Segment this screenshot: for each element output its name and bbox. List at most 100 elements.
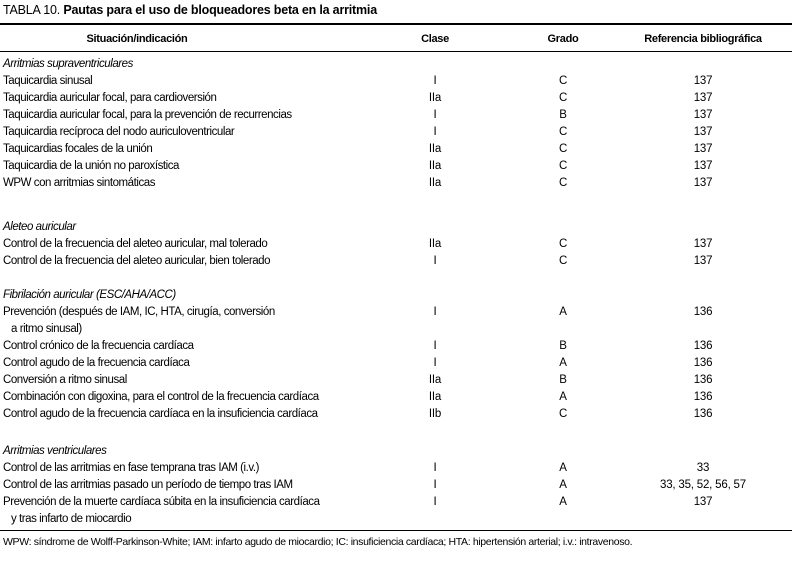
cell-situacion: Taquicardias focales de la unión bbox=[3, 143, 153, 155]
table-row: Control de las arritmias pasado un perío… bbox=[0, 477, 792, 494]
section-header: Arritmias supraventriculares bbox=[0, 56, 792, 73]
table-row: Conversión a ritmo sinusal IIa B 136 bbox=[0, 372, 792, 389]
cell-grado: B bbox=[559, 109, 567, 121]
cell-grado: C bbox=[558, 143, 568, 155]
cell-referencia: 33, 35, 52, 56, 57 bbox=[660, 479, 746, 491]
cell-clase: I bbox=[433, 479, 437, 491]
table-row: Prevención (después de IAM, IC, HTA, cir… bbox=[0, 304, 792, 321]
cell-clase: IIa bbox=[428, 177, 442, 189]
cell-referencia: 137 bbox=[693, 496, 713, 508]
section-header: Arritmias ventriculares bbox=[0, 443, 792, 460]
cell-situacion: Taquicardia recíproca del nodo auriculov… bbox=[3, 126, 235, 138]
cell-clase: IIa bbox=[428, 238, 442, 250]
cell-referencia: 136 bbox=[693, 340, 713, 352]
section-header: Aleteo auricular bbox=[0, 219, 792, 236]
page-title: TABLA 10. Pautas para el uso de bloquead… bbox=[3, 3, 377, 17]
cell-situacion-wrap: y tras infarto de miocardio bbox=[11, 513, 132, 525]
cell-clase: IIa bbox=[428, 391, 442, 403]
cell-grado: A bbox=[559, 357, 567, 369]
cell-referencia: 136 bbox=[693, 306, 713, 318]
cell-situacion: Control de la frecuencia del aleteo auri… bbox=[3, 238, 268, 250]
cell-situacion: Control agudo de la frecuencia cardíaca … bbox=[3, 408, 318, 420]
section-header-label: Arritmias ventriculares bbox=[3, 445, 107, 457]
cell-referencia: 137 bbox=[693, 92, 713, 104]
cell-situacion: Taquicardia auricular focal, para la pre… bbox=[3, 109, 292, 121]
cell-referencia: 137 bbox=[693, 143, 713, 155]
column-header-grado: Grado bbox=[547, 33, 579, 45]
cell-situacion: Control de las arritmias en fase tempran… bbox=[3, 462, 259, 474]
cell-clase: IIb bbox=[428, 408, 442, 420]
cell-situacion: Prevención (después de IAM, IC, HTA, cir… bbox=[3, 306, 275, 318]
cell-grado: C bbox=[558, 255, 568, 267]
table-row: Control de las arritmias en fase tempran… bbox=[0, 460, 792, 477]
cell-grado: B bbox=[559, 374, 567, 386]
table-row-continuation: y tras infarto de miocardio bbox=[0, 511, 792, 528]
cell-situacion-wrap: a ritmo sinusal) bbox=[11, 323, 82, 335]
section-header: Fibrilación auricular (ESC/AHA/ACC) bbox=[0, 287, 792, 304]
column-header-clase: Clase bbox=[421, 33, 449, 45]
column-header-referencia: Referencia bibliográfica bbox=[644, 33, 762, 45]
cell-grado: A bbox=[559, 391, 567, 403]
table-row: Taquicardia recíproca del nodo auriculov… bbox=[0, 124, 792, 141]
table-row: Taquicardia auricular focal, para la pre… bbox=[0, 107, 792, 124]
cell-referencia: 136 bbox=[693, 391, 713, 403]
cell-clase: IIa bbox=[428, 143, 442, 155]
section-header-label: Aleteo auricular bbox=[3, 221, 76, 233]
cell-referencia: 137 bbox=[693, 238, 713, 250]
cell-situacion: Combinación con digoxina, para el contro… bbox=[3, 391, 319, 403]
cell-grado: C bbox=[558, 75, 568, 87]
table-body: Arritmias supraventriculares Taquicardia … bbox=[0, 54, 792, 528]
cell-clase: IIa bbox=[428, 92, 442, 104]
cell-grado: C bbox=[558, 408, 568, 420]
cell-grado: C bbox=[558, 238, 568, 250]
cell-situacion: Conversión a ritmo sinusal bbox=[3, 374, 127, 386]
cell-situacion: Taquicardia auricular focal, para cardio… bbox=[3, 92, 217, 104]
table-header-row: Situación/indicación Clase Grado Referen… bbox=[0, 30, 792, 48]
table-row: Control agudo de la frecuencia cardíaca … bbox=[0, 406, 792, 423]
cell-referencia: 137 bbox=[693, 255, 713, 267]
cell-referencia: 137 bbox=[693, 75, 713, 87]
cell-clase: I bbox=[433, 496, 437, 508]
cell-grado: B bbox=[559, 340, 567, 352]
divider-header bbox=[0, 51, 792, 53]
table-row: Taquicardia de la unión no paroxística II… bbox=[0, 158, 792, 175]
cell-referencia: 136 bbox=[693, 408, 713, 420]
abbreviations-footnote: WPW: síndrome de Wolff-Parkinson-White; … bbox=[3, 536, 633, 548]
cell-situacion: Taquicardia de la unión no paroxística bbox=[3, 160, 179, 172]
table-row: Control crónico de la frecuencia cardíac… bbox=[0, 338, 792, 355]
cell-clase: I bbox=[433, 340, 437, 352]
table-row: Combinación con digoxina, para el contro… bbox=[0, 389, 792, 406]
cell-clase: I bbox=[433, 126, 437, 138]
section-header-label: Fibrilación auricular (ESC/AHA/ACC) bbox=[3, 289, 176, 301]
cell-grado: A bbox=[559, 462, 567, 474]
cell-grado: C bbox=[558, 177, 568, 189]
cell-referencia: 137 bbox=[693, 160, 713, 172]
cell-referencia: 136 bbox=[693, 374, 713, 386]
cell-situacion: Control agudo de la frecuencia cardíaca bbox=[3, 357, 190, 369]
column-header-situacion: Situación/indicación bbox=[86, 33, 188, 45]
cell-grado: C bbox=[558, 126, 568, 138]
cell-referencia: 137 bbox=[693, 177, 713, 189]
cell-grado: C bbox=[558, 92, 568, 104]
cell-clase: IIa bbox=[428, 160, 442, 172]
table-row: Control de la frecuencia del aleteo auri… bbox=[0, 253, 792, 270]
table-number-label: TABLA 10. bbox=[3, 3, 61, 17]
table-row: Control agudo de la frecuencia cardíaca I… bbox=[0, 355, 792, 372]
cell-referencia: 137 bbox=[693, 109, 713, 121]
table-row-continuation: a ritmo sinusal) bbox=[0, 321, 792, 338]
cell-grado: A bbox=[559, 496, 567, 508]
cell-grado: C bbox=[558, 160, 568, 172]
cell-situacion: Prevención de la muerte cardíaca súbita … bbox=[3, 496, 320, 508]
cell-clase: I bbox=[433, 75, 437, 87]
cell-grado: A bbox=[559, 479, 567, 491]
cell-referencia: 137 bbox=[693, 126, 713, 138]
cell-grado: A bbox=[559, 306, 567, 318]
divider-footer bbox=[0, 530, 792, 532]
cell-clase: I bbox=[433, 306, 437, 318]
cell-clase: I bbox=[433, 462, 437, 474]
cell-situacion: WPW con arritmias sintomáticas bbox=[3, 177, 156, 189]
table-title-text: Pautas para el uso de bloqueadores beta … bbox=[63, 3, 377, 17]
cell-situacion: Control de la frecuencia del aleteo auri… bbox=[3, 255, 271, 267]
cell-situacion: Taquicardia sinusal bbox=[3, 75, 93, 87]
